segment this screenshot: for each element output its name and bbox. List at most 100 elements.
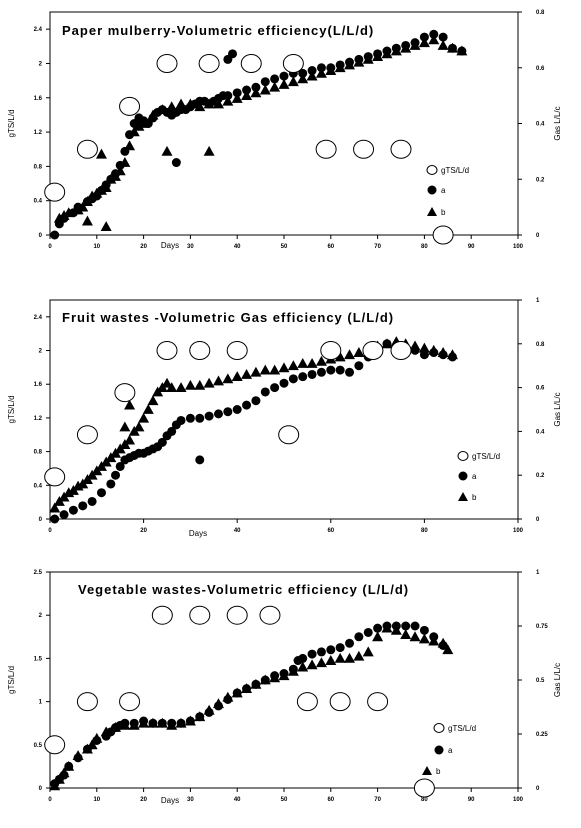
y2-tick-label: 0.2 <box>536 473 545 479</box>
data-point-open-circle <box>296 692 318 712</box>
y-tick-label: 1.2 <box>34 130 43 136</box>
data-point-filled-triangle <box>287 76 299 87</box>
y-axis-label: gTS/L/d <box>7 395 16 423</box>
series-a <box>50 621 448 789</box>
data-point-filled-circle <box>316 647 326 657</box>
legend-item-gTS/L/d: gTS/L/d <box>426 165 469 175</box>
series-a <box>50 339 457 524</box>
data-point-filled-triangle <box>269 81 281 92</box>
y-tick-label: 1.5 <box>34 656 43 662</box>
data-point-filled-circle <box>185 413 195 423</box>
data-point-filled-triangle <box>306 70 318 81</box>
data-point-filled-triangle <box>442 644 454 655</box>
data-point-filled-circle <box>185 716 195 726</box>
legend-label: gTS/L/d <box>441 166 469 175</box>
data-point-filled-triangle <box>287 360 299 371</box>
data-point-filled-circle <box>410 345 420 355</box>
legend-marker-open-circle <box>457 451 469 461</box>
data-point-filled-triangle <box>138 412 150 423</box>
data-point-filled-circle <box>270 671 280 681</box>
data-point-filled-triangle <box>49 502 61 513</box>
data-point-filled-circle <box>223 694 233 704</box>
x-tick-label: 0 <box>48 244 52 250</box>
data-point-filled-circle <box>373 623 383 633</box>
data-point-filled-circle <box>251 82 261 92</box>
data-point-filled-triangle <box>184 379 196 390</box>
y2-axis-label: Gas L/L/c <box>553 392 562 426</box>
data-point-filled-circle <box>438 350 448 360</box>
chart-title: Fruit wastes -Volumetric Gas efficiency … <box>62 310 394 325</box>
data-point-filled-circle <box>354 54 364 64</box>
data-point-open-circle <box>189 605 211 625</box>
legend-item-b: b <box>427 207 446 217</box>
chart-panel-3: 0 10 20 30 40 50 60 70 80 90 100 0 0.5 1 1.5 2 2.5 0 0.25 0… <box>7 570 562 805</box>
data-point-filled-circle <box>157 437 167 447</box>
data-point-filled-circle <box>419 625 429 635</box>
legend-label: a <box>441 186 446 195</box>
data-point-filled-triangle <box>212 375 224 386</box>
data-point-filled-circle <box>120 146 130 156</box>
data-point-filled-triangle <box>278 362 290 373</box>
x-tick-label: 30 <box>187 244 194 250</box>
legend-item-b: b <box>458 492 477 502</box>
legend-item-b: b <box>422 766 441 776</box>
chart-title: Vegetable wastes-Volumetric efficiency (… <box>78 582 409 597</box>
data-point-filled-circle <box>73 202 83 212</box>
data-point-filled-triangle <box>334 652 346 663</box>
data-point-filled-circle <box>382 46 392 56</box>
plot-frame <box>49 299 519 520</box>
data-point-filled-circle <box>59 770 69 780</box>
data-point-open-circle <box>119 692 141 712</box>
legend-label: b <box>441 208 446 217</box>
x-tick-label: 80 <box>421 528 428 534</box>
data-point-filled-circle <box>270 383 280 393</box>
y2-tick-label: 0.8 <box>536 342 545 348</box>
x-tick-label: 50 <box>281 244 288 250</box>
data-point-filled-circle <box>73 753 83 763</box>
data-point-filled-circle <box>96 488 106 498</box>
data-point-filled-circle <box>335 643 345 653</box>
data-point-filled-circle <box>242 400 252 410</box>
data-point-filled-triangle <box>259 364 271 375</box>
data-point-filled-circle <box>125 130 135 140</box>
data-point-filled-circle <box>111 169 121 179</box>
data-point-filled-circle <box>82 744 92 754</box>
legend-item-a: a <box>427 185 446 195</box>
data-point-filled-triangle <box>372 631 384 642</box>
data-point-filled-triangle <box>315 657 327 668</box>
data-point-filled-triangle <box>203 377 215 388</box>
data-point-filled-circle <box>391 621 401 631</box>
data-point-filled-circle <box>382 339 392 349</box>
data-point-filled-circle <box>298 68 308 78</box>
data-point-filled-circle <box>204 411 214 421</box>
data-point-filled-circle <box>157 718 167 728</box>
x-tick-label: 30 <box>187 797 194 803</box>
data-point-filled-triangle <box>81 215 93 226</box>
data-point-open-circle <box>156 341 178 361</box>
data-point-filled-triangle <box>95 148 107 159</box>
y2-tick-label: 0 <box>536 517 540 523</box>
data-point-open-circle <box>278 425 300 445</box>
legend-marker-filled-triangle <box>427 207 437 216</box>
data-point-filled-circle <box>326 365 336 375</box>
y-tick-label: 0.4 <box>34 199 43 205</box>
x-tick-label: 20 <box>140 797 147 803</box>
data-point-filled-circle <box>345 638 355 648</box>
data-point-filled-circle <box>223 407 233 417</box>
data-point-filled-circle <box>204 707 214 717</box>
data-point-filled-triangle <box>418 633 430 644</box>
legend-item-gTS/L/d: gTS/L/d <box>457 451 500 461</box>
data-point-open-circle <box>44 735 66 755</box>
data-point-filled-circle <box>260 387 270 397</box>
data-point-filled-circle <box>298 372 308 382</box>
y-axis-label: gTS/L/d <box>7 666 16 694</box>
data-point-filled-triangle <box>297 358 309 368</box>
data-point-open-circle <box>259 605 281 625</box>
legend-marker-filled-circle <box>427 185 437 195</box>
data-point-filled-circle <box>106 479 116 489</box>
data-point-filled-circle <box>316 367 326 377</box>
data-point-filled-circle <box>223 91 233 101</box>
y-tick-label: 1.6 <box>34 382 43 388</box>
data-point-filled-triangle <box>166 382 178 392</box>
